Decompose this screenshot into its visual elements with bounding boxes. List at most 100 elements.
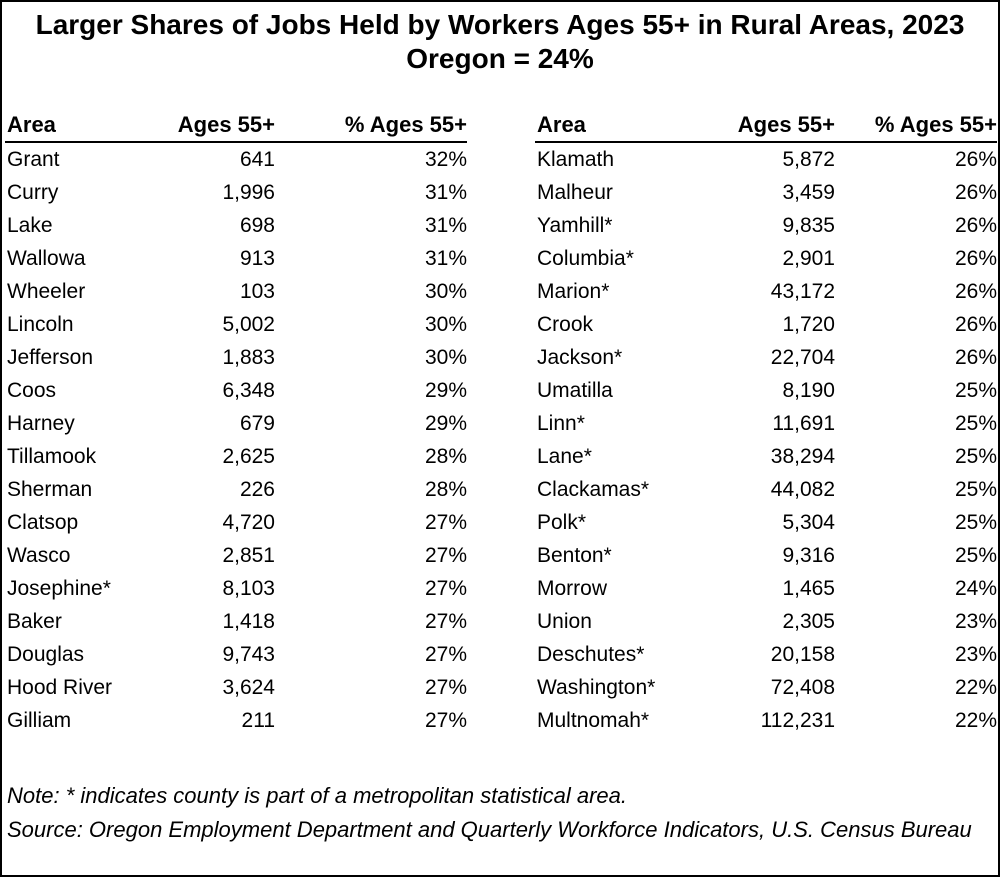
table-row: Lake 698 31% — [5, 209, 467, 242]
ages-55-cell: 641 — [239, 147, 275, 171]
pct-ages-55-cell: 23% — [954, 642, 997, 666]
table-row: Wallowa 913 31% — [5, 242, 467, 275]
right-column-header-area: Area — [535, 112, 705, 143]
pct-ages-55-cell: 31% — [424, 180, 467, 204]
pct-ages-55-cell: 27% — [424, 675, 467, 699]
table-row: Coos 6,348 29% — [5, 374, 467, 407]
area-cell: Multnomah* — [537, 708, 650, 732]
area-cell: Benton* — [537, 543, 612, 567]
pct-ages-55-cell: 22% — [954, 708, 997, 732]
area-cell: Hood River — [7, 675, 113, 699]
table-row: Umatilla 8,190 25% — [535, 374, 997, 407]
area-cell: Harney — [7, 411, 75, 435]
table-row: Linn* 11,691 25% — [535, 407, 997, 440]
pct-ages-55-cell: 25% — [954, 543, 997, 567]
ages-55-cell: 20,158 — [770, 642, 835, 666]
ages-55-cell: 43,172 — [770, 279, 835, 303]
table-row: Josephine* 8,103 27% — [5, 572, 467, 605]
area-cell: Lake — [7, 213, 53, 237]
ages-55-cell: 1,720 — [782, 312, 835, 336]
table-row: Crook 1,720 26% — [535, 308, 997, 341]
ages-55-cell: 679 — [239, 411, 275, 435]
table-row: Douglas 9,743 27% — [5, 638, 467, 671]
pct-ages-55-cell: 25% — [954, 411, 997, 435]
pct-ages-55-cell: 28% — [424, 477, 467, 501]
pct-ages-55-cell: 26% — [954, 213, 997, 237]
table-row: Klamath 5,872 26% — [535, 142, 997, 176]
pct-ages-55-cell: 25% — [954, 378, 997, 402]
table-row: Lincoln 5,002 30% — [5, 308, 467, 341]
ages-55-cell: 5,872 — [782, 147, 835, 171]
pct-ages-55-cell: 26% — [954, 312, 997, 336]
ages-55-cell: 38,294 — [770, 444, 835, 468]
ages-55-cell: 2,625 — [222, 444, 275, 468]
ages-55-cell: 1,465 — [782, 576, 835, 600]
area-cell: Yamhill* — [537, 213, 613, 237]
ages-55-cell: 2,901 — [782, 246, 835, 270]
pct-ages-55-cell: 23% — [954, 609, 997, 633]
pct-ages-55-cell: 27% — [424, 543, 467, 567]
table-row: Columbia* 2,901 26% — [535, 242, 997, 275]
ages-55-cell: 3,459 — [782, 180, 835, 204]
table-row: Curry 1,996 31% — [5, 176, 467, 209]
table-row: Wasco 2,851 27% — [5, 539, 467, 572]
ages-55-cell: 112,231 — [760, 708, 835, 732]
pct-ages-55-cell: 31% — [424, 213, 467, 237]
pct-ages-55-cell: 27% — [424, 576, 467, 600]
left-column-header-ages-55: Ages 55+ — [155, 112, 275, 143]
ages-55-cell: 5,002 — [222, 312, 275, 336]
area-cell: Marion* — [537, 279, 610, 303]
area-cell: Tillamook — [7, 444, 97, 468]
ages-55-cell: 2,305 — [782, 609, 835, 633]
area-cell: Clackamas* — [537, 477, 650, 501]
pct-ages-55-cell: 26% — [954, 345, 997, 369]
area-cell: Umatilla — [537, 378, 613, 402]
ages-55-cell: 211 — [241, 708, 275, 732]
area-cell: Wasco — [7, 543, 71, 567]
pct-ages-55-cell: 30% — [424, 312, 467, 336]
area-cell: Clatsop — [7, 510, 79, 534]
area-cell: Crook — [537, 312, 594, 336]
pct-ages-55-cell: 25% — [954, 477, 997, 501]
area-cell: Wallowa — [7, 246, 86, 270]
table-row: Lane* 38,294 25% — [535, 440, 997, 473]
table-row: Morrow 1,465 24% — [535, 572, 997, 605]
area-cell: Douglas — [7, 642, 85, 666]
ages-55-cell: 1,418 — [222, 609, 275, 633]
ages-55-cell: 22,704 — [770, 345, 835, 369]
ages-55-cell: 3,624 — [222, 675, 275, 699]
area-cell: Malheur — [537, 180, 613, 204]
ages-55-cell: 1,996 — [222, 180, 275, 204]
area-cell: Lane* — [537, 444, 592, 468]
ages-55-cell: 9,743 — [222, 642, 275, 666]
pct-ages-55-cell: 29% — [424, 411, 467, 435]
ages-55-cell: 226 — [239, 477, 275, 501]
pct-ages-55-cell: 30% — [424, 345, 467, 369]
pct-ages-55-cell: 29% — [424, 378, 467, 402]
pct-ages-55-cell: 24% — [954, 576, 997, 600]
table-row: Washington* 72,408 22% — [535, 671, 997, 704]
area-cell: Jackson* — [537, 345, 623, 369]
table-row: Malheur 3,459 26% — [535, 176, 997, 209]
pct-ages-55-cell: 28% — [424, 444, 467, 468]
ages-55-cell: 103 — [239, 279, 275, 303]
title-line-1: Larger Shares of Jobs Held by Workers Ag… — [35, 9, 965, 40]
tables-container: Area Ages 55+ % Ages 55+ Grant 641 32% Curr… — [2, 112, 998, 737]
left-table-body: Grant 641 32% Curry 1,996 31% Lake 698 31% Wallow… — [5, 142, 467, 737]
area-cell: Jefferson — [7, 345, 93, 369]
table-row: Sherman 226 28% — [5, 473, 467, 506]
table-row: Marion* 43,172 26% — [535, 275, 997, 308]
figure-title: Larger Shares of Jobs Held by Workers Ag… — [2, 8, 998, 76]
pct-ages-55-cell: 27% — [424, 510, 467, 534]
footer-notes: Note: * indicates county is part of a me… — [7, 779, 972, 847]
pct-ages-55-cell: 27% — [424, 642, 467, 666]
ages-55-cell: 698 — [239, 213, 275, 237]
pct-ages-55-cell: 26% — [954, 246, 997, 270]
table-row: Grant 641 32% — [5, 142, 467, 176]
ages-55-cell: 8,103 — [222, 576, 275, 600]
area-cell: Deschutes* — [537, 642, 645, 666]
pct-ages-55-cell: 30% — [424, 279, 467, 303]
ages-55-cell: 2,851 — [222, 543, 275, 567]
ages-55-cell: 8,190 — [782, 378, 835, 402]
ages-55-cell: 6,348 — [222, 378, 275, 402]
